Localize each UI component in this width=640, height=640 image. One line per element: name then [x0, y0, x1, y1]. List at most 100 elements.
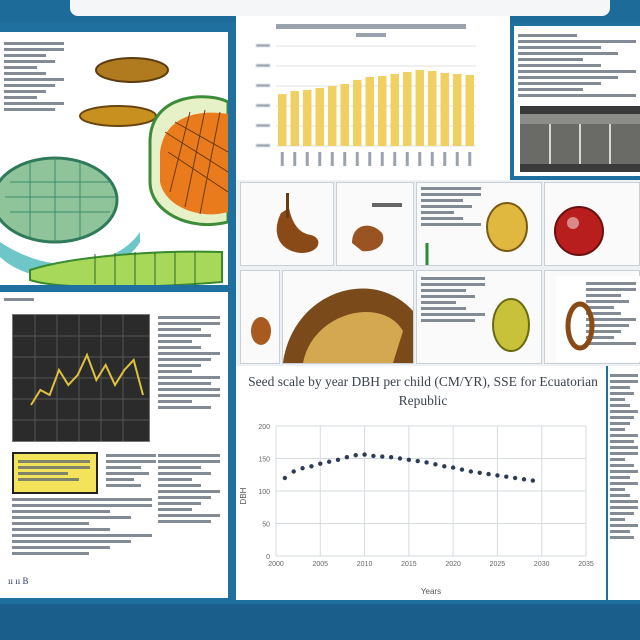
- bar: [303, 90, 312, 146]
- bar: [378, 76, 387, 146]
- bar-x-tick-mark: [455, 152, 459, 166]
- y-tick-label: 50: [262, 522, 270, 529]
- bar-x-tick-mark: [293, 152, 297, 166]
- x-axis-label: Years: [421, 587, 441, 596]
- bar-x-tick-mark: [343, 152, 347, 166]
- data-point: [388, 455, 394, 460]
- data-point: [353, 453, 358, 458]
- green-seed-disc: [0, 156, 119, 244]
- bar-x-tick-mark: [318, 152, 322, 166]
- bar: [428, 71, 437, 146]
- main-chart-panel: [236, 366, 606, 600]
- pod-ribs: [94, 252, 196, 285]
- cylinder-photo: [520, 106, 640, 172]
- bar: [290, 91, 299, 146]
- main-chart-title: Seed scale by year DBH per child (CM/YR)…: [248, 374, 598, 408]
- bar-chart: [255, 43, 476, 166]
- x-tick-label: 2015: [401, 561, 417, 568]
- bar: [353, 80, 362, 146]
- data-point: [477, 470, 482, 475]
- data-point: [486, 471, 491, 477]
- bar: [440, 73, 449, 146]
- bar: [315, 88, 324, 146]
- data-point: [282, 475, 288, 481]
- x-tick-label: 2010: [357, 561, 373, 568]
- bar-chart-title: [276, 24, 466, 29]
- photo-seed-brown: [240, 182, 334, 266]
- data-point: [521, 477, 527, 482]
- y-tick-label: 100: [258, 489, 270, 496]
- x-tick-label: 2025: [490, 561, 506, 568]
- y-tick-label: 0: [266, 554, 270, 561]
- poster-frame-bottom: [0, 604, 640, 640]
- far-right-text-block: [158, 454, 220, 526]
- lower-text-block: [12, 498, 152, 558]
- data-point: [424, 460, 429, 465]
- bar: [340, 84, 349, 146]
- data-point: [335, 457, 341, 462]
- x-tick-label: 2030: [534, 561, 550, 568]
- bar-x-tick-mark: [468, 152, 472, 166]
- data-point: [468, 469, 474, 474]
- x-tick-label: 2005: [312, 561, 328, 568]
- left-lower-heading: [4, 298, 34, 304]
- bar: [415, 70, 424, 146]
- data-point: [397, 456, 403, 461]
- bar-x-tick-mark: [380, 152, 384, 166]
- bar: [403, 72, 412, 146]
- photo-seed-open: [336, 182, 414, 266]
- bar: [390, 74, 399, 146]
- main-scatter-chart: 200 150 100 50 0 2000 2005 2010 2015 2020 2025 203…: [239, 424, 594, 596]
- bar-y-tick-mark: [255, 143, 271, 148]
- data-point: [433, 462, 438, 467]
- photo-seed-cross-section: [416, 182, 542, 266]
- right-mid-text: [556, 276, 640, 362]
- yellow-highlight-box: [12, 452, 98, 494]
- right-top-text: [518, 34, 636, 100]
- dark-chart-series-line: [30, 352, 144, 406]
- bar: [328, 86, 337, 146]
- bar-chart-panel: [236, 16, 510, 180]
- bar-x-tick-mark: [405, 152, 409, 166]
- bar-x-tick-mark: [330, 152, 334, 166]
- data-point: [326, 459, 332, 464]
- dark-line-chart: [13, 315, 149, 441]
- bar: [453, 74, 462, 146]
- right-text-block: [158, 316, 220, 412]
- x-tick-label: 2020: [445, 561, 461, 568]
- dark-line-chart-panel: [12, 314, 150, 442]
- data-point: [380, 454, 385, 459]
- seed-pod-top: [95, 57, 169, 83]
- x-tick-label: 2000: [268, 561, 284, 568]
- data-point: [371, 453, 376, 459]
- data-point: [344, 455, 350, 460]
- photo-husk-closeup: [282, 270, 414, 364]
- y-tick-label: 200: [258, 424, 270, 431]
- data-point: [495, 473, 500, 478]
- left-column-text: [4, 42, 64, 114]
- data-point: [504, 474, 509, 479]
- bar: [278, 94, 287, 146]
- bar-x-tick-mark: [393, 152, 397, 166]
- photo-red-seed: [544, 182, 640, 266]
- seed-anatomy-illustration: [0, 57, 228, 285]
- green-pod-bottom: [29, 250, 223, 285]
- data-point: [530, 478, 536, 483]
- data-point: [415, 458, 420, 464]
- bar-chart-subtitle: [356, 33, 386, 37]
- y-axis-label: DBH: [239, 487, 248, 504]
- bar-x-tick-mark: [305, 152, 309, 166]
- data-point: [362, 452, 367, 457]
- side-text-block: [106, 454, 156, 490]
- photo-yellow-seed: [416, 270, 542, 364]
- data-point: [406, 457, 412, 462]
- photo-small-seed: [240, 270, 280, 364]
- bar-y-tick-mark: [255, 83, 271, 88]
- y-tick-label: 150: [258, 457, 270, 464]
- right-lower-text-column: [608, 366, 640, 600]
- cone-scale-pattern: [164, 109, 228, 215]
- bar-y-tick-mark: [255, 123, 271, 128]
- bar-x-tick-mark: [418, 152, 422, 166]
- disc-grid: [5, 158, 115, 242]
- bar-x-tick-mark: [430, 152, 434, 166]
